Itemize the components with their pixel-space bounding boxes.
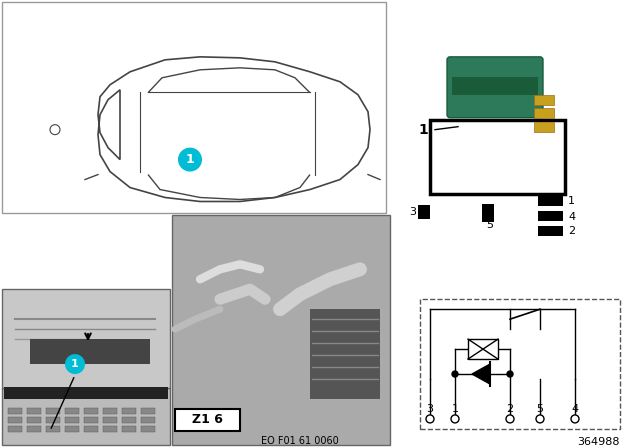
Bar [310,309,380,399]
Bar [122,417,136,423]
Bar [141,426,155,432]
Bar [482,204,494,222]
Bar [420,299,620,429]
Bar [141,417,155,423]
Bar [8,417,22,423]
Text: 5: 5 [486,220,493,230]
Text: 1: 1 [568,197,575,207]
Text: 1: 1 [71,359,79,369]
Circle shape [506,415,514,423]
Bar [534,122,554,132]
Bar [172,215,390,445]
Bar [46,408,60,414]
Text: EO F01 61 0060: EO F01 61 0060 [261,436,339,446]
Bar [452,77,538,95]
Bar [2,289,170,389]
Bar [175,409,240,431]
Text: 364988: 364988 [577,437,620,447]
Circle shape [571,415,579,423]
Text: 4: 4 [568,212,575,223]
Bar [122,426,136,432]
Bar [538,197,563,207]
Text: 5: 5 [536,404,543,414]
Bar [538,226,563,237]
Bar [8,408,22,414]
Bar [2,388,170,445]
Bar [46,426,60,432]
Bar [122,408,136,414]
Bar [103,408,117,414]
Text: 1: 1 [451,404,458,414]
Circle shape [50,125,60,135]
Bar [46,417,60,423]
Bar [103,417,117,423]
Bar [27,408,41,414]
Bar [65,408,79,414]
Bar [141,408,155,414]
Circle shape [452,371,458,377]
Bar [468,339,498,359]
Bar [84,426,98,432]
Circle shape [451,415,459,423]
Bar [27,426,41,432]
Polygon shape [472,364,490,384]
Circle shape [507,371,513,377]
Circle shape [65,354,85,374]
Bar [65,426,79,432]
Bar [538,211,563,221]
Bar [2,2,386,213]
Bar [534,95,554,105]
Bar [84,417,98,423]
Text: Z1 6: Z1 6 [191,414,223,426]
Bar [65,417,79,423]
Bar [84,408,98,414]
Text: 1: 1 [186,153,195,166]
Circle shape [536,415,544,423]
Text: 1: 1 [419,123,428,137]
Circle shape [178,148,202,172]
Circle shape [426,415,434,423]
Bar [430,120,565,194]
Bar [534,108,554,118]
Bar [27,417,41,423]
FancyBboxPatch shape [447,57,543,118]
Text: 3: 3 [409,207,416,217]
Text: 2: 2 [506,404,513,414]
Text: 4: 4 [572,404,579,414]
Polygon shape [98,57,370,202]
Text: 3: 3 [426,404,433,414]
Bar [103,426,117,432]
Bar [4,387,168,399]
Bar [30,339,150,364]
Bar [418,206,430,220]
Bar [8,426,22,432]
Text: 2: 2 [568,226,575,237]
